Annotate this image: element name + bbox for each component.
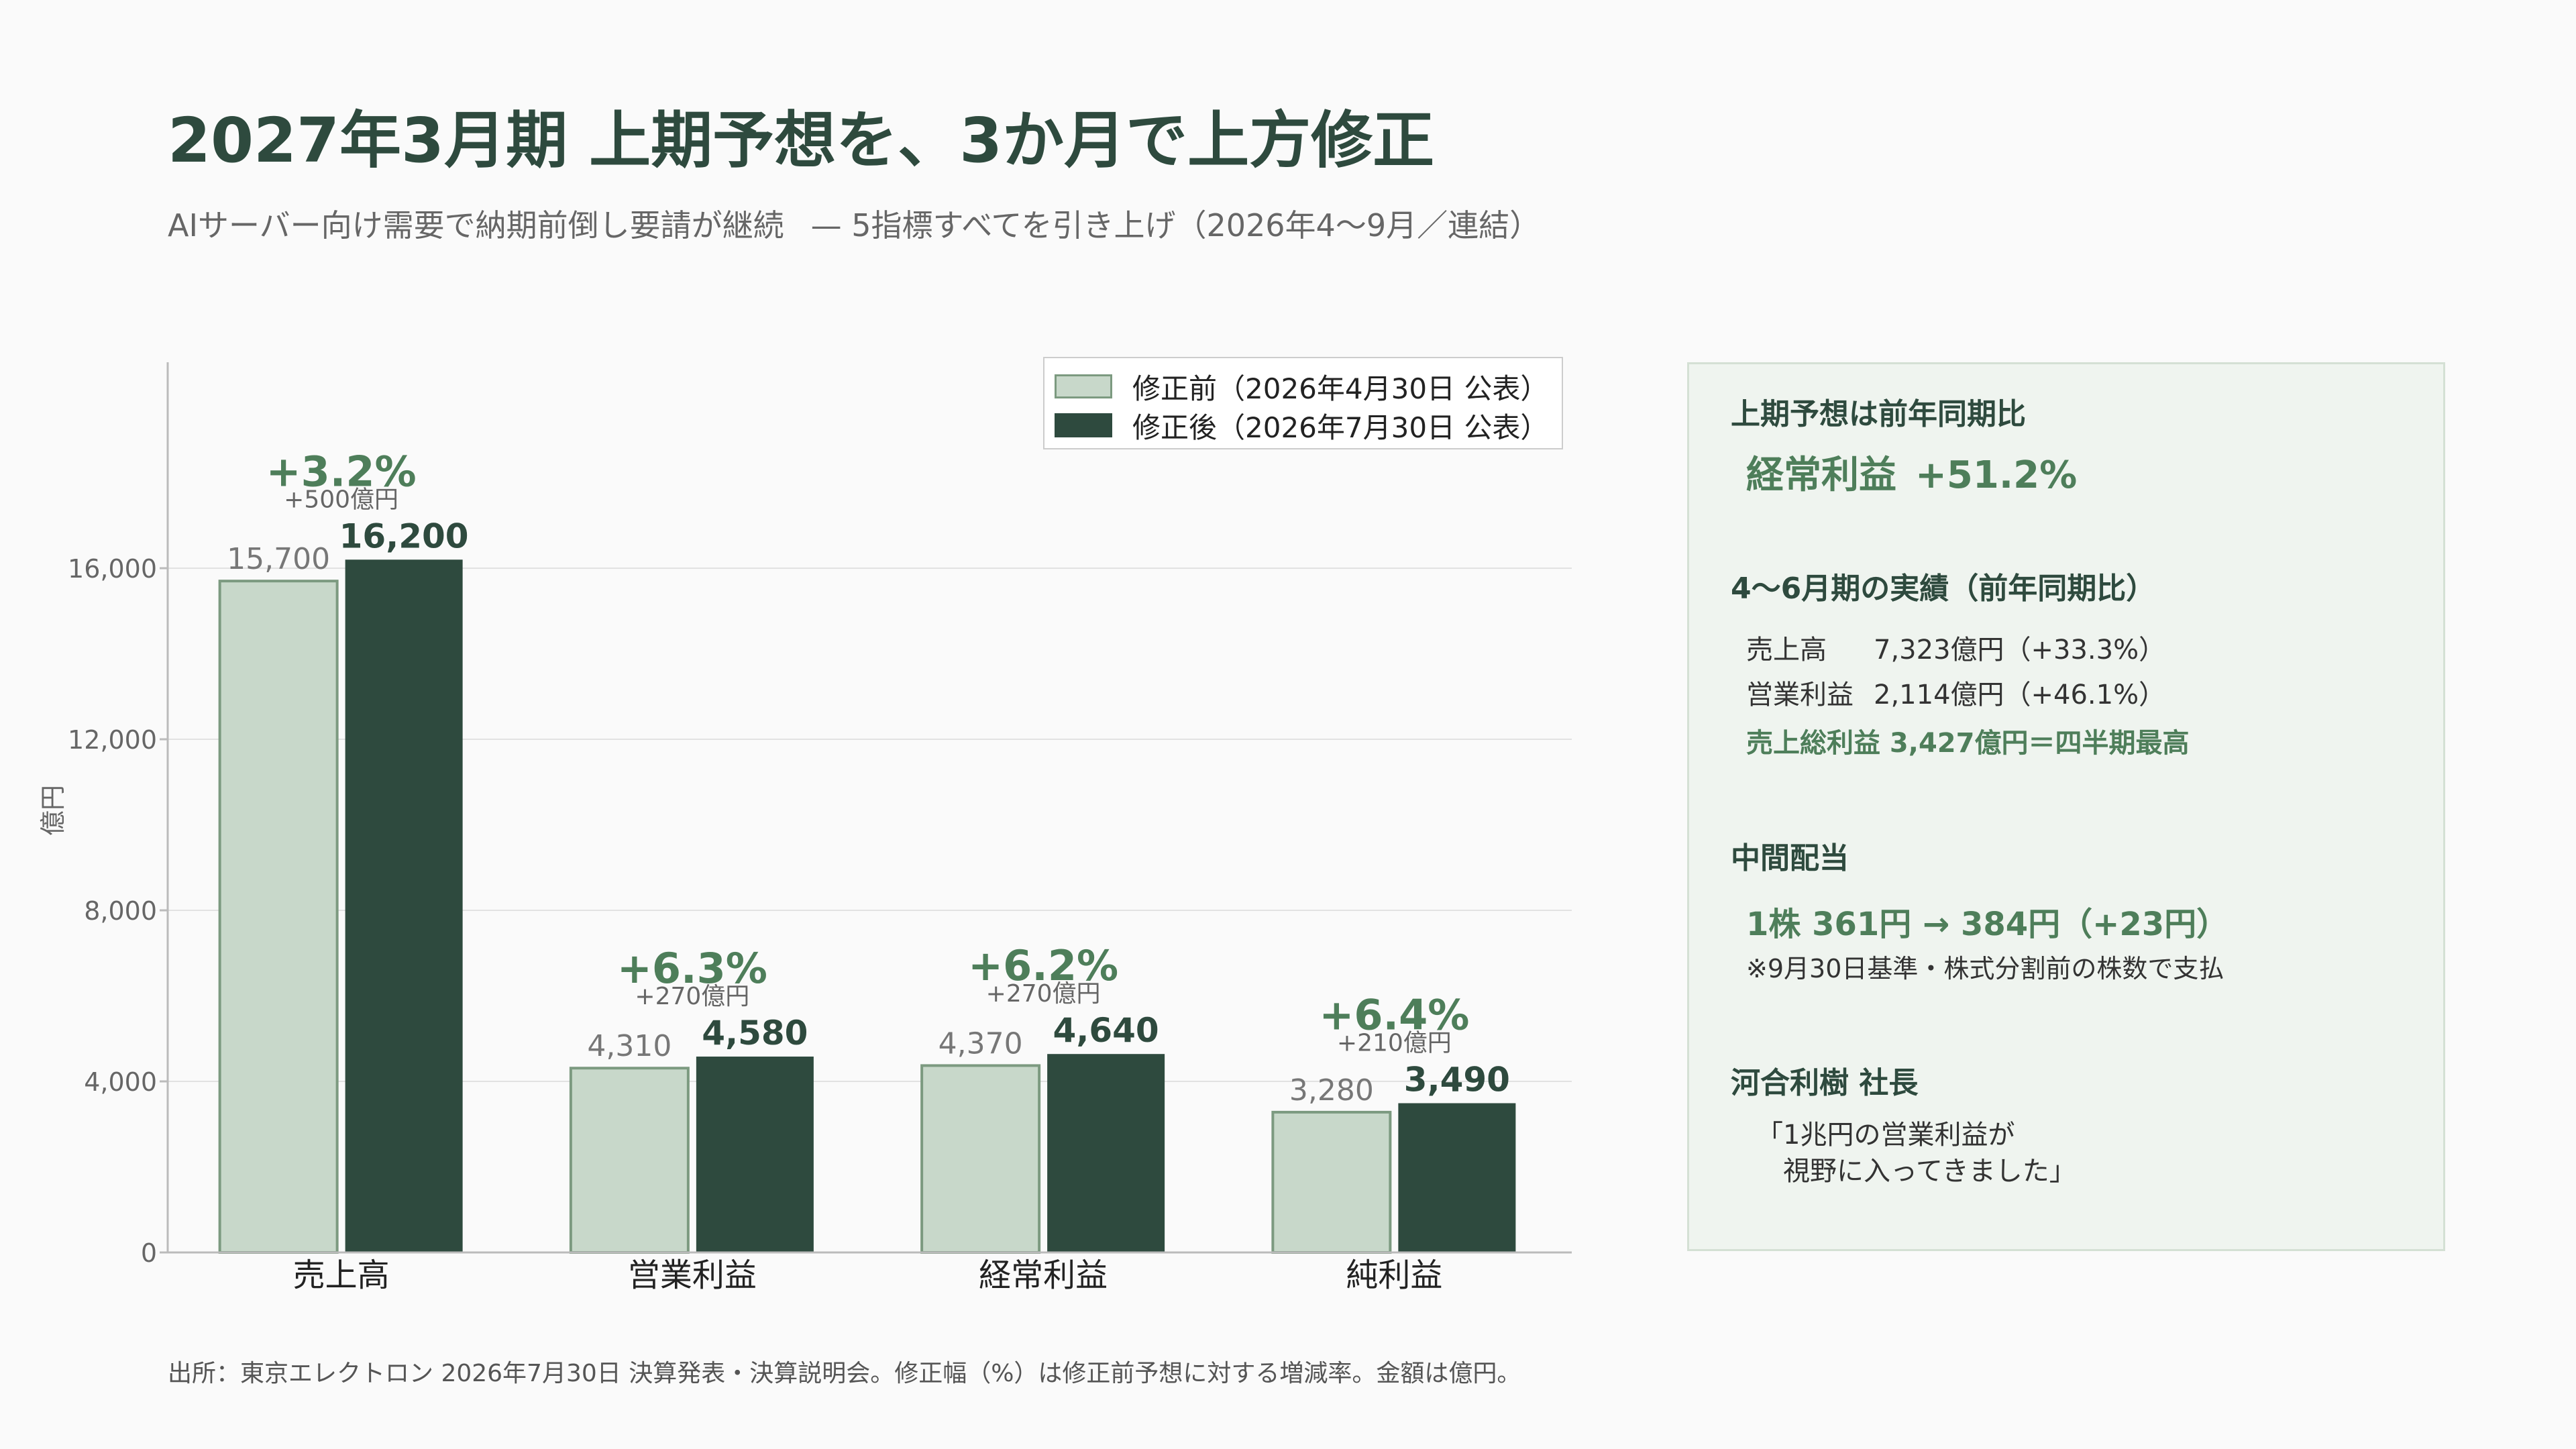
chart-bars bbox=[218, 559, 1516, 1254]
legend-label-after: 修正後（2026年7月30日 公表） bbox=[1132, 411, 1549, 444]
change-pct-label: +6.3% bbox=[617, 944, 767, 993]
q1-row-sales: 売上高 7,323億円（+33.3%） bbox=[1746, 628, 2165, 667]
dividend-value: 1株 361円 → 384円（+23円） bbox=[1746, 906, 2229, 943]
chart-legend: 修正前（2026年4月30日 公表） 修正後（2026年7月30日 公表） bbox=[1043, 357, 1563, 449]
legend-item-before: 修正前（2026年4月30日 公表） bbox=[1055, 372, 1548, 405]
value-label-before: 15,700 bbox=[227, 542, 330, 576]
yoy-highlight: 経常利益 +51.2% bbox=[1746, 445, 2077, 499]
source-note: 出所：東京エレクトロン 2026年7月30日 決算発表・決算説明会。修正幅（%）… bbox=[168, 1360, 1521, 1387]
y-tick-label: 8,000 bbox=[84, 896, 157, 926]
value-label-before: 3,280 bbox=[1289, 1073, 1374, 1108]
bar-after bbox=[1398, 1103, 1516, 1252]
subtitle-main: AIサーバー向け需要で納期前倒し要請が継続 bbox=[168, 207, 784, 244]
x-category-label: 経常利益 bbox=[979, 1256, 1108, 1294]
bar-before bbox=[1271, 1110, 1392, 1254]
legend-item-after: 修正後（2026年7月30日 公表） bbox=[1055, 411, 1548, 444]
info-panel: 上期予想は前年同期比 経常利益 +51.2% 4〜6月期の実績（前年同期比） 売上… bbox=[1687, 362, 2445, 1251]
yoy-value: +51.2% bbox=[1915, 453, 2078, 497]
q1-row-value: 7,323億円（+33.3%） bbox=[1874, 635, 2166, 665]
value-label-after: 3,490 bbox=[1404, 1061, 1510, 1099]
bar-chart: 0 4,000 8,000 12,000 16,000 15,700 16,200 +500億… bbox=[38, 362, 1572, 1294]
change-amount-label: +270億円 bbox=[986, 980, 1101, 1008]
legend-swatch-after bbox=[1055, 413, 1112, 437]
y-axis-label: 億円 bbox=[38, 785, 68, 836]
ceo-quote: 「1兆円の営業利益が 視野に入ってきました」 bbox=[1756, 1117, 2076, 1189]
yoy-metric: 経常利益 bbox=[1746, 453, 1896, 497]
q1-row-label: 営業利益 bbox=[1746, 680, 1854, 710]
q1-heading: 4〜6月期の実績（前年同期比） bbox=[1731, 572, 2156, 606]
bar-before bbox=[218, 580, 339, 1254]
q1-row-label: 売上高 bbox=[1746, 635, 1827, 665]
change-pct-label: +6.4% bbox=[1319, 991, 1469, 1040]
yoy-heading: 上期予想は前年同期比 bbox=[1731, 397, 2026, 431]
change-pct-label: +3.2% bbox=[266, 447, 417, 496]
change-amount-label: +270億円 bbox=[635, 983, 749, 1010]
ceo-heading: 河合利樹 社長 bbox=[1731, 1066, 1919, 1100]
change-amount-label: +500億円 bbox=[284, 486, 398, 513]
legend-label-before: 修正前（2026年4月30日 公表） bbox=[1132, 372, 1549, 405]
dividend-heading: 中間配当 bbox=[1731, 841, 1849, 875]
dividend-note: ※9月30日基準・株式分割前の株数で支払 bbox=[1746, 954, 2224, 983]
page-subtitle: AIサーバー向け需要で納期前倒し要請が継続 — 5指標すべてを引き上げ（2026年… bbox=[168, 201, 1540, 246]
x-category-label: 営業利益 bbox=[628, 1256, 757, 1294]
y-tick-label: 4,000 bbox=[84, 1067, 157, 1097]
q1-highlight: 売上総利益 3,427億円＝四半期最高 bbox=[1746, 728, 2190, 759]
y-tick-label: 0 bbox=[141, 1238, 157, 1268]
change-amount-label: +210億円 bbox=[1337, 1030, 1452, 1057]
chart-labels: 0 4,000 8,000 12,000 16,000 15,700 16,200 +500億… bbox=[68, 447, 1510, 1294]
bar-after bbox=[1047, 1054, 1165, 1252]
q1-row-value: 2,114億円（+46.1%） bbox=[1874, 680, 2166, 710]
ceo-quote-line1: 「1兆円の営業利益が bbox=[1756, 1120, 2015, 1150]
y-tick-label: 12,000 bbox=[68, 725, 157, 755]
value-label-after: 4,580 bbox=[702, 1014, 808, 1053]
ceo-quote-line2: 視野に入ってきました」 bbox=[1783, 1156, 2076, 1187]
page-title: 2027年3月期 上期予想を、3か月で上方修正 bbox=[168, 105, 1435, 176]
value-label-before: 4,310 bbox=[587, 1029, 672, 1063]
bar-before bbox=[569, 1067, 690, 1254]
x-category-label: 純利益 bbox=[1346, 1256, 1442, 1294]
bar-after bbox=[345, 559, 463, 1252]
value-label-after: 4,640 bbox=[1053, 1011, 1159, 1050]
y-tick-label: 16,000 bbox=[68, 554, 157, 584]
x-category-label: 売上高 bbox=[293, 1256, 390, 1294]
subtitle-tail: — 5指標すべてを引き上げ（2026年4〜9月／連結） bbox=[810, 207, 1541, 244]
value-label-before: 4,370 bbox=[938, 1026, 1023, 1061]
bar-before bbox=[920, 1064, 1041, 1254]
value-label-after: 16,200 bbox=[339, 517, 469, 555]
change-pct-label: +6.2% bbox=[968, 941, 1118, 990]
bar-after bbox=[696, 1057, 814, 1252]
legend-swatch-before bbox=[1055, 374, 1112, 398]
q1-row-operating: 営業利益 2,114億円（+46.1%） bbox=[1746, 673, 2165, 712]
